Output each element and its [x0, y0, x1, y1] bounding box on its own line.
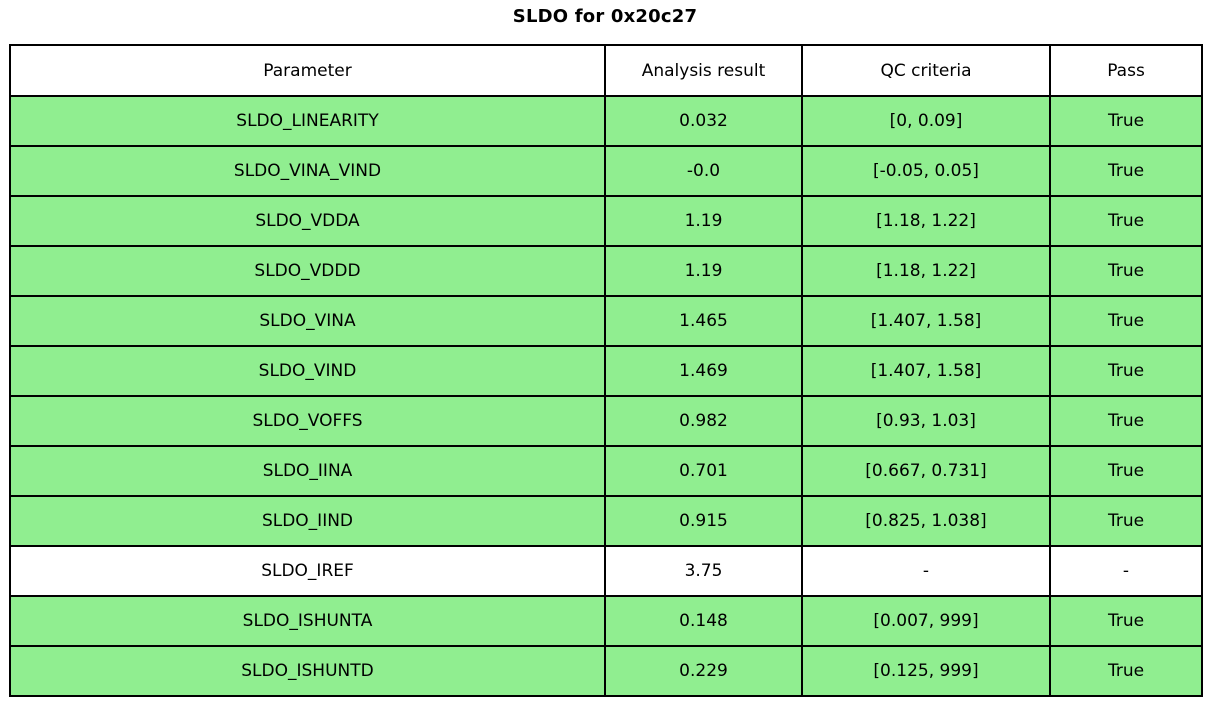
pass-cell: True [1049, 195, 1203, 247]
parameter-cell: SLDO_VDDA [9, 195, 606, 247]
qc-criteria-cell: - [801, 545, 1051, 597]
qc-criteria-cell: [1.407, 1.58] [801, 345, 1051, 397]
pass-cell: - [1049, 545, 1203, 597]
table-row: SLDO_VIND 1.469 [1.407, 1.58] True [9, 345, 1203, 397]
parameter-cell: SLDO_IIND [9, 495, 606, 547]
pass-cell: True [1049, 645, 1203, 697]
parameter-cell: SLDO_VINA_VIND [9, 145, 606, 197]
analysis-result-cell: 0.229 [604, 645, 803, 697]
qc-criteria-cell: [0.125, 999] [801, 645, 1051, 697]
table-row: SLDO_ISHUNTA 0.148 [0.007, 999] True [9, 595, 1203, 647]
table-row: SLDO_VDDA 1.19 [1.18, 1.22] True [9, 195, 1203, 247]
analysis-result-cell: 3.75 [604, 545, 803, 597]
header-analysis-result: Analysis result [604, 44, 803, 97]
analysis-result-cell: 1.469 [604, 345, 803, 397]
qc-results-table: Parameter Analysis result QC criteria Pa… [9, 44, 1203, 697]
parameter-cell: SLDO_ISHUNTA [9, 595, 606, 647]
table-row: SLDO_VOFFS 0.982 [0.93, 1.03] True [9, 395, 1203, 447]
table-row: SLDO_IIND 0.915 [0.825, 1.038] True [9, 495, 1203, 547]
analysis-result-cell: 0.032 [604, 95, 803, 147]
table-row: SLDO_VINA 1.465 [1.407, 1.58] True [9, 295, 1203, 347]
analysis-result-cell: 0.701 [604, 445, 803, 497]
parameter-cell: SLDO_VIND [9, 345, 606, 397]
header-qc-criteria: QC criteria [801, 44, 1051, 97]
qc-criteria-cell: [0.007, 999] [801, 595, 1051, 647]
table-row: SLDO_IREF 3.75- - [9, 545, 1203, 597]
parameter-cell: SLDO_VINA [9, 295, 606, 347]
table-row: SLDO_LINEARITY 0.032 [0, 0.09] True [9, 95, 1203, 147]
table-row: SLDO_IINA 0.701 [0.667, 0.731] True [9, 445, 1203, 497]
analysis-result-cell: 1.19 [604, 245, 803, 297]
table-row: SLDO_VINA_VIND -0.0 [-0.05, 0.05] True [9, 145, 1203, 197]
qc-criteria-cell: [0, 0.09] [801, 95, 1051, 147]
pass-cell: True [1049, 295, 1203, 347]
analysis-result-cell: 0.982 [604, 395, 803, 447]
pass-cell: True [1049, 245, 1203, 297]
parameter-cell: SLDO_IINA [9, 445, 606, 497]
pass-cell: True [1049, 595, 1203, 647]
analysis-result-cell: 0.148 [604, 595, 803, 647]
qc-criteria-cell: [-0.05, 0.05] [801, 145, 1051, 197]
pass-cell: True [1049, 395, 1203, 447]
pass-cell: True [1049, 95, 1203, 147]
analysis-result-cell: -0.0 [604, 145, 803, 197]
qc-criteria-cell: [0.667, 0.731] [801, 445, 1051, 497]
qc-criteria-cell: [1.18, 1.22] [801, 195, 1051, 247]
parameter-cell: SLDO_ISHUNTD [9, 645, 606, 697]
header-pass: Pass [1049, 44, 1203, 97]
table-row: SLDO_VDDD 1.19 [1.18, 1.22] True [9, 245, 1203, 297]
header-row: Parameter Analysis result QC criteria Pa… [9, 44, 1203, 97]
qc-criteria-cell: [0.825, 1.038] [801, 495, 1051, 547]
table-row: SLDO_ISHUNTD 0.229 [0.125, 999] True [9, 645, 1203, 697]
analysis-result-cell: 1.465 [604, 295, 803, 347]
pass-cell: True [1049, 445, 1203, 497]
table-body: SLDO_LINEARITY 0.032 [0, 0.09] True SLDO_VIN… [9, 95, 1203, 697]
pass-cell: True [1049, 145, 1203, 197]
parameter-cell: SLDO_LINEARITY [9, 95, 606, 147]
qc-criteria-cell: [1.18, 1.22] [801, 245, 1051, 297]
analysis-result-cell: 0.915 [604, 495, 803, 547]
pass-cell: True [1049, 495, 1203, 547]
qc-criteria-cell: [1.407, 1.58] [801, 295, 1051, 347]
qc-criteria-cell: [0.93, 1.03] [801, 395, 1051, 447]
pass-cell: True [1049, 345, 1203, 397]
parameter-cell: SLDO_VDDD [9, 245, 606, 297]
parameter-cell: SLDO_VOFFS [9, 395, 606, 447]
figure-title: SLDO for 0x20c27 [512, 6, 698, 27]
header-parameter: Parameter [9, 44, 606, 97]
parameter-cell: SLDO_IREF [9, 545, 606, 597]
analysis-result-cell: 1.19 [604, 195, 803, 247]
